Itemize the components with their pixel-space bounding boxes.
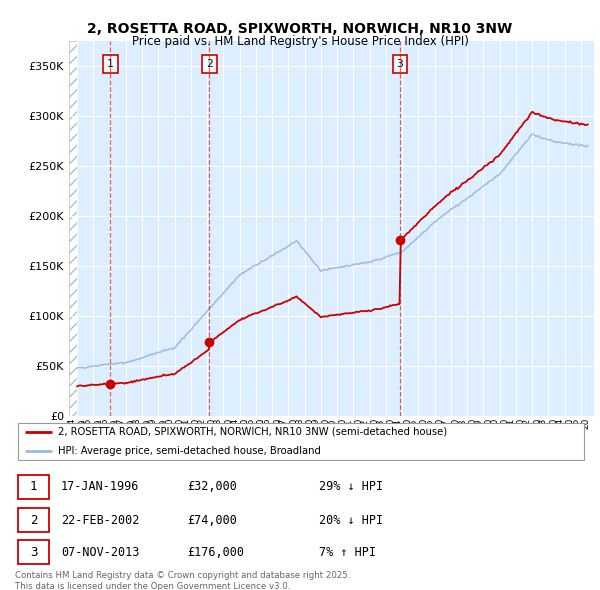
Text: HPI: Average price, semi-detached house, Broadland: HPI: Average price, semi-detached house,… [58, 446, 321, 456]
Text: 2, ROSETTA ROAD, SPIXWORTH, NORWICH, NR10 3NW: 2, ROSETTA ROAD, SPIXWORTH, NORWICH, NR1… [88, 22, 512, 37]
Text: 07-NOV-2013: 07-NOV-2013 [61, 546, 139, 559]
Text: £74,000: £74,000 [187, 513, 237, 527]
Text: £176,000: £176,000 [187, 546, 244, 559]
Text: 2: 2 [30, 513, 37, 527]
Text: Contains HM Land Registry data © Crown copyright and database right 2025.
This d: Contains HM Land Registry data © Crown c… [15, 571, 350, 590]
Text: 1: 1 [30, 480, 37, 493]
Text: Price paid vs. HM Land Registry's House Price Index (HPI): Price paid vs. HM Land Registry's House … [131, 35, 469, 48]
FancyBboxPatch shape [18, 540, 49, 564]
Text: 22-FEB-2002: 22-FEB-2002 [61, 513, 139, 527]
Text: 17-JAN-1996: 17-JAN-1996 [61, 480, 139, 493]
Text: 20% ↓ HPI: 20% ↓ HPI [319, 513, 383, 527]
Text: 3: 3 [397, 59, 403, 69]
Text: 7% ↑ HPI: 7% ↑ HPI [319, 546, 376, 559]
Text: 29% ↓ HPI: 29% ↓ HPI [319, 480, 383, 493]
Bar [69, 41, 77, 416]
Bar [69, 41, 77, 416]
Text: 2: 2 [206, 59, 213, 69]
Text: 3: 3 [30, 546, 37, 559]
Text: 1: 1 [107, 59, 113, 69]
FancyBboxPatch shape [18, 475, 49, 499]
FancyBboxPatch shape [18, 423, 584, 460]
Text: 2, ROSETTA ROAD, SPIXWORTH, NORWICH, NR10 3NW (semi-detached house): 2, ROSETTA ROAD, SPIXWORTH, NORWICH, NR1… [58, 427, 447, 437]
Text: £32,000: £32,000 [187, 480, 237, 493]
FancyBboxPatch shape [18, 508, 49, 532]
